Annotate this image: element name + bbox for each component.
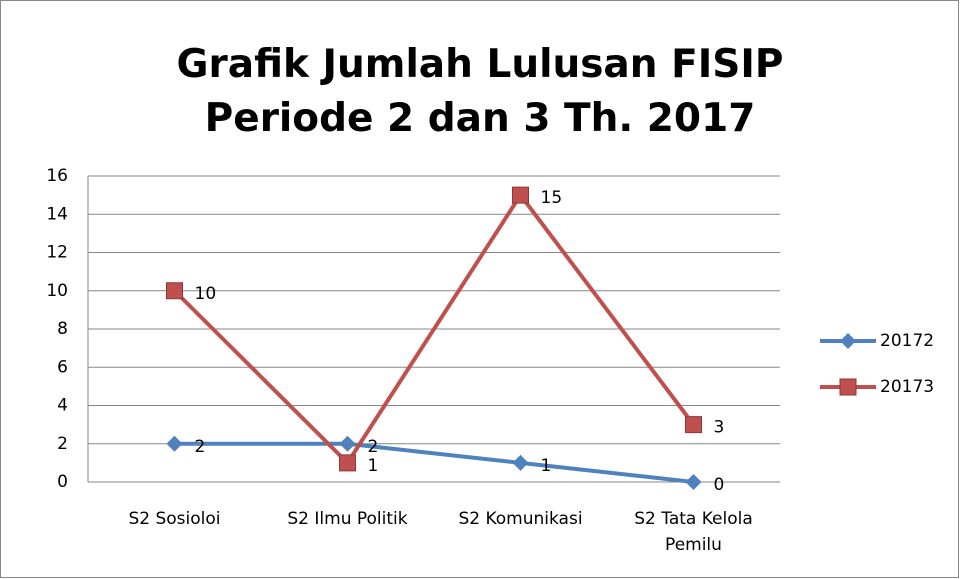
x-tick-label: S2 Sosioloi [128,509,221,529]
series-line [173,193,696,465]
point [685,416,702,434]
x-tick-label: S2 Komunikasi [458,509,583,529]
x-tick-label: S2 Tata Kelola Pemilu [634,509,753,555]
point [512,186,529,204]
point [166,282,183,300]
y-tick-label: 12 [46,243,68,263]
point [166,435,183,452]
y-tick-label: 0 [57,472,68,492]
y-tick-label: 8 [57,319,68,339]
point [339,454,356,472]
point [512,454,529,471]
data-label: 15 [541,188,563,208]
x-tick-label: S2 Ilmu Politik [287,509,408,529]
data-label: 0 [714,475,725,495]
legend-label: 20173 [880,377,934,397]
series-line [174,441,694,484]
data-label: 10 [195,284,217,304]
y-tick-label: 16 [46,166,68,186]
point [685,474,702,490]
legend-label: 20172 [880,331,934,351]
y-tick-label: 2 [57,434,68,454]
data-label: 2 [368,437,379,457]
y-tick-label: 4 [57,396,68,416]
y-tick-label: 10 [46,281,68,301]
point [339,435,356,452]
point [840,333,856,349]
data-label: 3 [714,418,725,438]
data-label: 1 [541,456,552,476]
y-tick-label: 6 [57,357,68,377]
data-label: 2 [195,437,206,457]
data-label: 1 [368,456,379,476]
point [839,378,857,396]
y-tick-label: 14 [46,204,68,224]
chart-title: Grafik Jumlah Lulusan FISIP Periode 2 da… [176,42,784,141]
